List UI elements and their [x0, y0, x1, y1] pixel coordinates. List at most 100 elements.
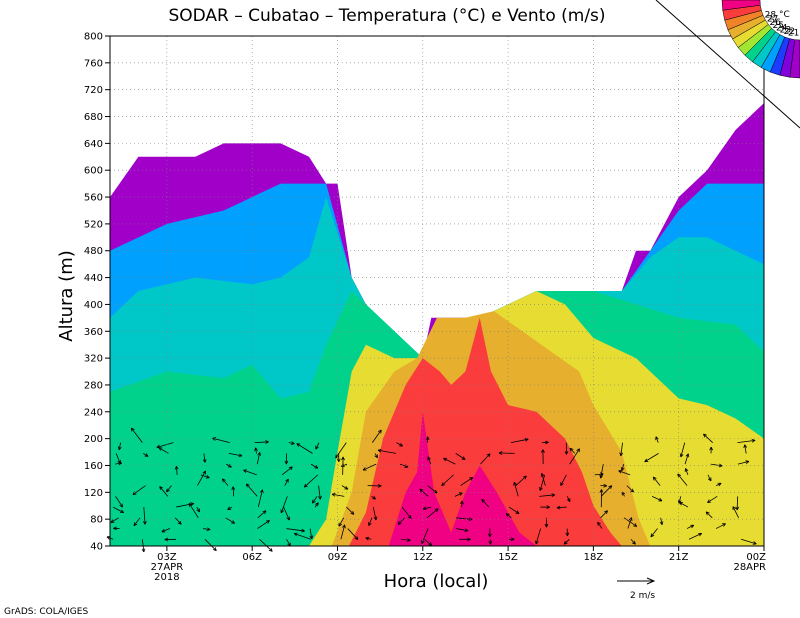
- wind-arrow: [286, 539, 291, 547]
- wind-arrow: [707, 496, 718, 503]
- wind-arrow: [143, 507, 146, 525]
- colorbar-label: 24: [776, 23, 788, 33]
- y-tick-label: 80: [90, 515, 103, 526]
- wind-arrow-head: [441, 484, 446, 486]
- wind-arrow: [456, 528, 469, 532]
- wind-arrow: [461, 500, 463, 508]
- wind-arrow-head: [510, 538, 515, 542]
- wind-arrow-head: [556, 505, 561, 509]
- wind-arrow: [312, 496, 318, 504]
- colorbar-swatch: [721, 0, 761, 11]
- wind-arrow-head: [377, 483, 382, 487]
- wind-arrow-head: [342, 456, 345, 461]
- wind-arrow-head: [488, 541, 491, 545]
- wind-arrow: [335, 442, 347, 459]
- wind-arrow: [705, 511, 713, 519]
- wind-arrow-head: [736, 506, 740, 511]
- wind-arrow-head: [338, 458, 341, 462]
- wind-arrow-head: [190, 502, 194, 504]
- wind-arrow: [618, 470, 631, 476]
- wind-arrow-head: [319, 495, 322, 500]
- wind-arrow-head: [604, 510, 608, 513]
- x-tick-date: 28APR: [733, 562, 766, 573]
- wind-arrow-head: [603, 485, 607, 488]
- wind-arrow-head: [610, 485, 613, 490]
- wind-arrow-head: [303, 483, 306, 488]
- wind-arrow-head: [206, 474, 210, 479]
- wind-arrow-head: [513, 482, 515, 486]
- wind-arrow-head: [121, 509, 124, 513]
- y-tick-label: 560: [84, 193, 103, 204]
- wind-arrow-head: [687, 453, 690, 458]
- wind-arrow-head: [373, 516, 377, 521]
- wind-arrow: [159, 486, 169, 497]
- wind-arrow-head: [644, 458, 647, 462]
- wind-arrow-head: [290, 466, 293, 471]
- wind-arrow-head: [566, 499, 571, 503]
- wind-arrow-head: [315, 502, 319, 505]
- wind-arrow: [212, 437, 230, 444]
- wind-arrow-head: [465, 528, 469, 532]
- wind-arrow: [226, 463, 232, 468]
- wind-arrow: [296, 443, 313, 454]
- wind-arrow-head: [443, 458, 446, 462]
- wind-arrow-head: [286, 517, 290, 521]
- wind-arrow-head: [315, 446, 319, 450]
- wind-arrow: [115, 453, 121, 464]
- wind-arrow-head: [735, 506, 738, 511]
- wind-arrow-head: [309, 535, 313, 540]
- wind-arrow-head: [405, 464, 409, 468]
- x-tick-label: 06Z: [242, 552, 262, 563]
- wind-arrow: [304, 474, 319, 488]
- wind-arrow-head: [707, 478, 712, 482]
- wind-arrow-head: [331, 492, 336, 495]
- wind-arrow-head: [486, 453, 491, 456]
- y-tick-label: 600: [84, 166, 103, 177]
- wind-arrow-head: [259, 489, 263, 493]
- wind-arrow-head: [257, 452, 261, 456]
- wind-arrow-head: [745, 461, 750, 464]
- wind-arrow: [196, 506, 200, 513]
- wind-arrow-head: [352, 510, 355, 515]
- wind-arrow: [197, 470, 206, 486]
- wind-arrow-head: [335, 454, 337, 459]
- wind-arrow-head: [368, 522, 372, 526]
- wind-arrow: [630, 539, 636, 545]
- colorbar-unit: °C: [779, 10, 790, 20]
- wind-arrow: [456, 517, 473, 520]
- y-tick-label: 440: [84, 273, 103, 284]
- wind-arrow-head: [743, 444, 746, 449]
- wind-arrow-head: [318, 496, 321, 500]
- x-tick-label: 12Z: [413, 552, 433, 563]
- y-tick-label: 720: [84, 85, 103, 96]
- x-tick-year: 2018: [154, 572, 179, 583]
- wind-arrow-head: [468, 519, 473, 522]
- wind-arrow: [228, 453, 243, 457]
- wind-arrow-head: [312, 499, 314, 504]
- wind-arrow-head: [419, 488, 424, 491]
- wind-arrow: [513, 482, 519, 497]
- wind-arrow: [257, 520, 270, 529]
- wind-arrow-head: [545, 441, 549, 445]
- wind-arrow: [424, 538, 433, 546]
- wind-arrow-head: [659, 497, 663, 502]
- wind-arrow-head: [632, 542, 636, 545]
- plot-frame: [109, 35, 765, 547]
- wind-arrow: [255, 447, 257, 454]
- wind-arrow-head: [489, 533, 492, 538]
- wind-arrow-head: [576, 448, 580, 451]
- wind-arrow-head: [597, 521, 601, 525]
- wind-arrow-head: [113, 527, 117, 531]
- wind-arrow-head: [505, 513, 509, 517]
- wind-arrow-head: [156, 444, 160, 448]
- wind-arrow-head: [374, 455, 378, 459]
- wind-arrow-head: [685, 468, 689, 472]
- wind-arrow-head: [291, 441, 295, 444]
- wind-arrow-head: [603, 483, 607, 487]
- wind-arrow-head: [133, 523, 138, 527]
- colorbar-label: 28: [765, 11, 777, 21]
- wind-arrow-head: [425, 436, 429, 441]
- wind-arrow-head: [618, 470, 622, 474]
- wind-arrow-head: [678, 500, 682, 504]
- wind-arrow-head: [419, 488, 422, 493]
